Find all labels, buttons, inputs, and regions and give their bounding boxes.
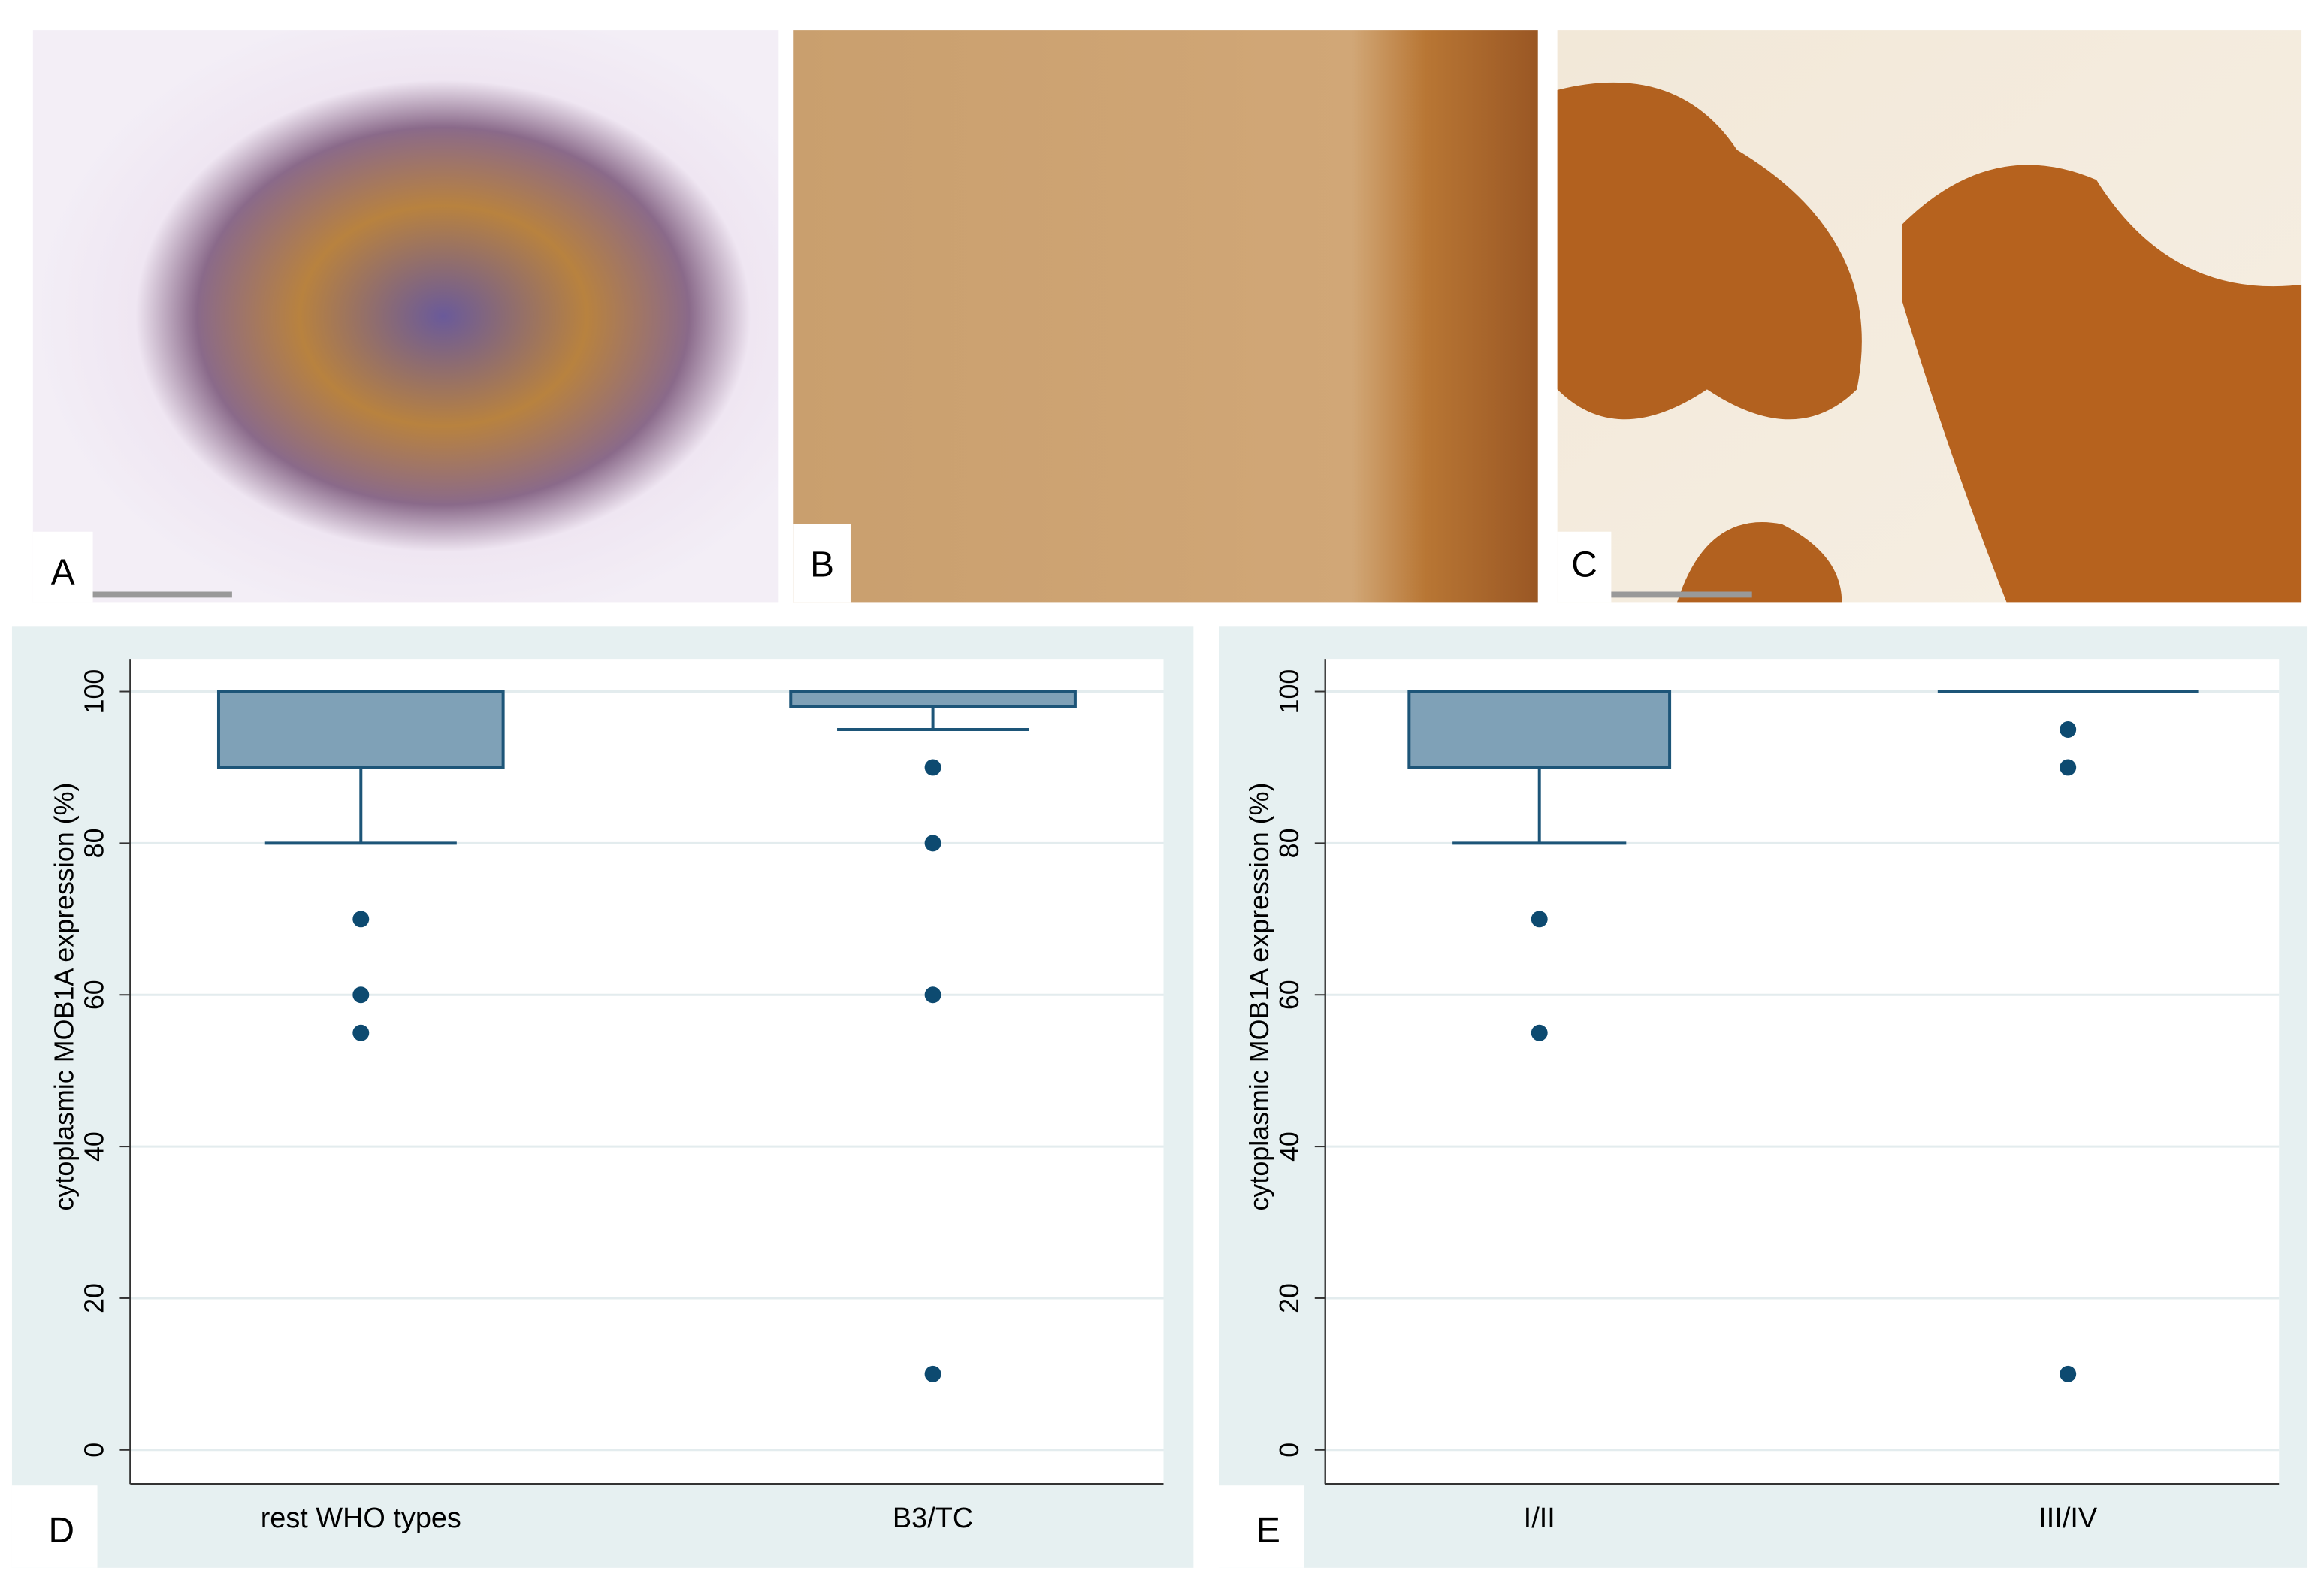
x-tick-label: B3/TC xyxy=(893,1503,973,1534)
y-tick-label: 0 xyxy=(80,1443,110,1458)
label-box xyxy=(11,1485,98,1568)
outlier xyxy=(352,1024,370,1041)
y-tick-label: 100 xyxy=(80,669,110,714)
outlier xyxy=(1531,1024,1548,1041)
panel-label: D xyxy=(48,1511,74,1551)
y-tick-label: 80 xyxy=(80,828,110,858)
outlier xyxy=(352,986,370,1004)
outlier xyxy=(352,911,370,928)
box xyxy=(216,690,505,769)
outlier xyxy=(2060,721,2077,738)
y-tick-label: 40 xyxy=(1274,1131,1304,1162)
y-axis-label: cytoplasmic MOB1A expression (%) xyxy=(50,783,80,1211)
box-chart: D 0 20 40 60 80 100 cytoplasmic MOB1A expressio… xyxy=(11,626,1194,1568)
y-tick-label: 60 xyxy=(1274,980,1304,1010)
x-tick-label: rest WHO types xyxy=(261,1503,461,1534)
panel-label: E xyxy=(1256,1511,1280,1551)
outlier xyxy=(924,835,941,852)
y-tick-label: 0 xyxy=(1274,1443,1304,1458)
panel-label: C xyxy=(1571,545,1597,585)
y-axis-label: cytoplasmic MOB1A expression (%) xyxy=(1244,783,1274,1211)
photo-a: A xyxy=(32,30,779,603)
photo-c: C xyxy=(1557,30,2302,603)
y-tick-label: 20 xyxy=(1274,1283,1304,1313)
label-box xyxy=(1219,1485,1304,1568)
y-tick-label: 40 xyxy=(80,1131,110,1162)
photo-b: B xyxy=(793,30,1538,603)
outlier xyxy=(2060,759,2077,776)
plot-area xyxy=(130,659,1164,1485)
x-tick-label: I/II xyxy=(1524,1503,1555,1534)
plot-area xyxy=(1325,659,2280,1485)
panel-label: A xyxy=(51,552,75,592)
y-tick-label: 60 xyxy=(80,980,110,1010)
box-chart: E 0 20 40 60 80 100 cytoplasmic MOB1A expressio… xyxy=(1219,626,2308,1568)
x-tick-label: III/IV xyxy=(2038,1503,2098,1534)
outlier xyxy=(1531,911,1548,928)
panel-label: B xyxy=(810,545,834,585)
box xyxy=(1407,690,1672,769)
outlier xyxy=(2060,1365,2077,1382)
y-tick-label: 100 xyxy=(1274,669,1304,714)
box xyxy=(789,690,1077,708)
outlier xyxy=(924,1365,941,1382)
y-tick-label: 80 xyxy=(1274,828,1304,858)
outlier xyxy=(924,759,941,776)
outlier xyxy=(924,986,941,1004)
y-tick-label: 20 xyxy=(80,1283,110,1313)
